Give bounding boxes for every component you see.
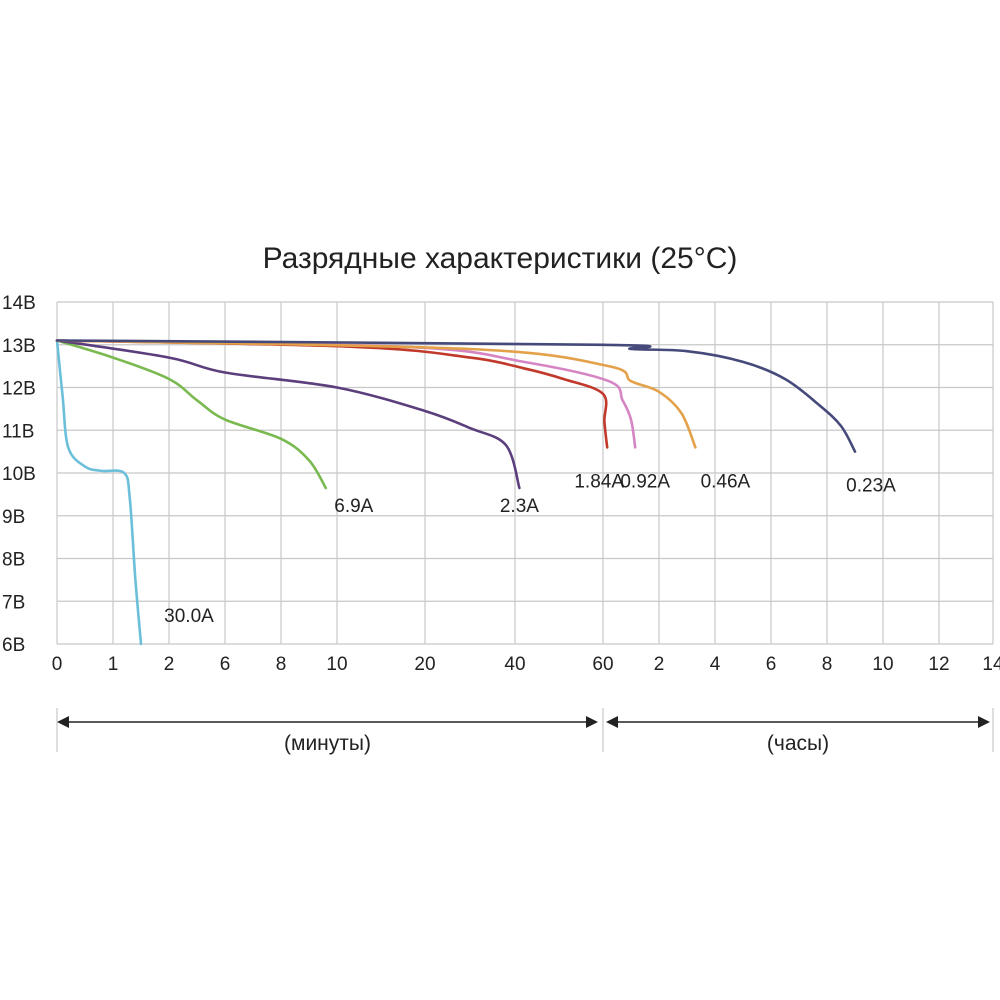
arrow-right-icon [586, 716, 598, 728]
x-tick-label: 12 [928, 654, 949, 675]
discharge-curve-2.3A [55, 339, 521, 490]
y-tick-label: 12В [2, 379, 36, 400]
x-axis-ticks: 0 1 2 6 8 10 20 40 60 2 4 6 8 10 12 14 [52, 654, 1000, 675]
y-tick-label: 9В [2, 507, 25, 528]
x-tick-label: 60 [592, 654, 613, 675]
series-label: 1.84A [574, 471, 624, 492]
x-tick-label: 2 [164, 654, 175, 675]
x-segment-label: (часы) [767, 732, 829, 755]
y-tick-label: 7В [2, 592, 25, 613]
x-segment-label: (минуты) [284, 732, 371, 755]
series-label: 0.92A [620, 471, 670, 492]
x-axis-unit-spans: (минуты) (часы) [56, 708, 994, 755]
y-tick-label: 6В [2, 635, 25, 656]
discharge-curve-6.9A [55, 339, 328, 490]
y-tick-label: 10В [2, 464, 36, 485]
x-tick-label: 10 [326, 654, 347, 675]
series-label: 6.9A [334, 496, 373, 517]
x-tick-label: 10 [872, 654, 893, 675]
discharge-curve-30.0A [55, 339, 143, 646]
x-tick-label: 1 [108, 654, 119, 675]
series-label: 0.23A [846, 476, 896, 497]
x-tick-label: 40 [504, 654, 525, 675]
discharge-curve-0.23A [55, 339, 857, 453]
x-tick-label: 20 [414, 654, 435, 675]
x-tick-label: 6 [766, 654, 777, 675]
chart-title: Разрядные характеристики (25°C) [263, 242, 738, 275]
x-tick-label: 8 [276, 654, 287, 675]
y-tick-label: 13В [2, 336, 36, 357]
y-tick-label: 11В [2, 421, 34, 442]
y-axis-ticks: 14В 13В 12В 11В 10В 9В 8В 7В 6В [2, 293, 36, 656]
discharge-curve-0.46A [55, 339, 697, 449]
x-tick-label: 14 [982, 654, 1000, 675]
x-tick-label: 2 [654, 654, 665, 675]
grid [56, 301, 994, 645]
discharge-curves [55, 339, 857, 646]
y-tick-label: 8В [2, 550, 25, 571]
x-tick-label: 4 [710, 654, 721, 675]
x-tick-label: 0 [52, 654, 63, 675]
arrow-left-icon [606, 716, 618, 728]
series-label: 0.46A [701, 471, 751, 492]
y-tick-label: 14В [2, 293, 36, 314]
arrow-left-icon [57, 716, 69, 728]
x-tick-label: 6 [220, 654, 231, 675]
series-label: 2.3A [500, 496, 539, 517]
x-tick-label: 8 [822, 654, 833, 675]
arrow-right-icon [978, 716, 990, 728]
series-label: 30.0A [164, 606, 214, 627]
